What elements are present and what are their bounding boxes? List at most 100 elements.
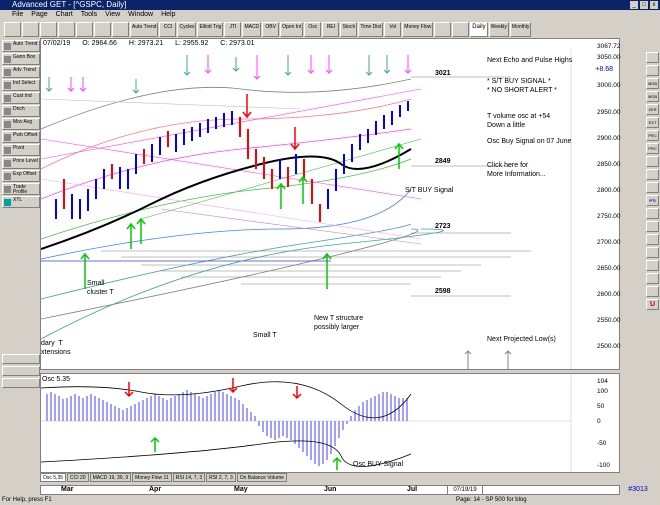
left-tool-pivot[interactable]: Pivot (2, 144, 40, 156)
open-button[interactable] (22, 21, 39, 37)
volume-profile (101, 250, 531, 285)
period-daily[interactable]: Daily (470, 21, 488, 37)
left-tool-scroll-1[interactable] (2, 354, 40, 364)
tool-obv[interactable]: OBV (262, 21, 280, 37)
osc-buy-arrow (150, 436, 160, 452)
tool-jti[interactable]: JTI (224, 21, 242, 37)
menu-window[interactable]: Window (128, 11, 154, 18)
left-tool-mov-avg[interactable]: Mov Avg (2, 118, 40, 130)
print-button[interactable] (4, 21, 21, 37)
right-tool-17[interactable] (646, 260, 659, 271)
close-icon[interactable]: x (650, 1, 658, 9)
offset-icon (4, 173, 11, 180)
tool-extra-1[interactable] (434, 21, 452, 37)
right-tool-11[interactable] (646, 182, 659, 193)
left-tool-price-level[interactable]: Price Level (2, 157, 40, 169)
tab-rsi-2[interactable]: RSI 2, 7, 3 (206, 473, 236, 482)
left-tool-scroll-3[interactable] (2, 378, 40, 388)
period-monthly[interactable]: Monthly (509, 21, 532, 37)
candle (399, 105, 401, 117)
tool-stoch[interactable]: Stoch (340, 21, 358, 37)
menu-tools[interactable]: Tools (80, 11, 98, 18)
date-box[interactable]: 07/19/19 (447, 485, 483, 495)
window-title: Advanced GET - [^GSPC, Daily] (12, 0, 127, 9)
period-weekly[interactable]: Weekly (488, 21, 509, 37)
left-tool-pwb-offset[interactable]: Pwb Offset (2, 131, 40, 143)
left-toolbar: Auto Trend Gann Box Adv Trend Ind Select… (0, 38, 40, 478)
left-tool-exp-offset[interactable]: Exp Offset (2, 170, 40, 182)
left-tool-ind-select[interactable]: Ind Select (2, 79, 40, 91)
right-tool-ext[interactable]: EXT (646, 117, 659, 128)
right-tool-2[interactable] (646, 65, 659, 76)
zoom-out-button[interactable] (76, 21, 93, 37)
tool-macd[interactable]: MACD (242, 21, 262, 37)
right-tool-1[interactable] (646, 52, 659, 63)
settings-button[interactable] (112, 21, 129, 37)
menu-chart[interactable]: Chart (55, 11, 73, 18)
tool-auto-trend[interactable]: Auto Trend (130, 21, 159, 37)
cycle-arrow (232, 57, 240, 72)
candle (127, 169, 129, 189)
right-tool-16[interactable] (646, 247, 659, 258)
maximize-icon[interactable]: □ (640, 1, 648, 9)
menu-page[interactable]: Page (31, 11, 48, 18)
main-toolbar: Auto Trend CCI Cycles Elliott Trig JTI M… (0, 20, 660, 38)
right-tool-u[interactable]: U (646, 299, 659, 310)
tab-rsi-14[interactable]: RSI 14, 7, 3 (172, 473, 206, 482)
tab-obv[interactable]: On Balance Volume (236, 473, 287, 482)
osc-lower-line (41, 440, 412, 467)
right-tool-mob-1[interactable]: MOB (646, 78, 659, 89)
left-tool-scroll-2[interactable] (2, 366, 40, 376)
more-info-link[interactable]: Click here for More Information... (487, 162, 546, 178)
tool-rei[interactable]: REI (322, 21, 340, 37)
menu-file[interactable]: File (12, 11, 24, 18)
right-tool-mob-2[interactable]: MOB (646, 91, 659, 102)
right-tool-18[interactable] (646, 273, 659, 284)
tool-extra-2[interactable] (452, 21, 470, 37)
tool-cycles[interactable]: Cycles (177, 21, 197, 37)
left-tool-xtl[interactable]: XTL (2, 196, 40, 208)
price-chart[interactable]: 07/02/19 O: 2964.66 H: 2973.21 L: 2955.9… (40, 38, 621, 370)
save-button[interactable] (40, 21, 57, 37)
minimize-icon[interactable]: _ (630, 1, 638, 9)
crosshair-button[interactable] (94, 21, 111, 37)
tool-elliott[interactable]: Elliott Trig (197, 21, 224, 37)
left-tool-dnch[interactable]: Dnch (2, 105, 40, 117)
tab-osc[interactable]: Osc 5,35 (40, 473, 67, 482)
left-tool-adv-trend[interactable]: Adv Trend (2, 66, 40, 78)
menu-view[interactable]: View (105, 11, 121, 18)
osc-buy-arrow (332, 456, 342, 470)
oscillator-panel[interactable]: Osc 5.35 (40, 373, 620, 473)
left-tool-auto-trend[interactable]: Auto Trend (2, 40, 40, 52)
tool-cci[interactable]: CCI (159, 21, 177, 37)
left-tool-trade-profile[interactable]: Trade Profile (2, 183, 40, 195)
oscillator-svg (41, 374, 572, 472)
tool-osc[interactable]: Osc (304, 21, 322, 37)
menu-help[interactable]: Help (161, 11, 176, 18)
left-tool-cust-ind[interactable]: Cust Ind (2, 92, 40, 104)
tool-time-dist[interactable]: Time Dist (358, 21, 384, 37)
right-tool-prc-1[interactable]: PRC (646, 130, 659, 141)
right-tool-13[interactable] (646, 208, 659, 219)
tab-cci[interactable]: CCI 20 (67, 473, 89, 482)
tool-money-flow[interactable]: Money Flow (402, 21, 434, 37)
zoom-in-button[interactable] (58, 21, 75, 37)
right-tool-prc-2[interactable]: PRC (646, 143, 659, 154)
right-tool-zer[interactable]: ZER (646, 104, 659, 115)
status-page: Page: 14 - SP 500 for blog (456, 497, 527, 503)
right-tool-14[interactable] (646, 221, 659, 232)
trendline-grey (41, 98, 302, 110)
cycle-arrow (67, 77, 75, 92)
right-tool-10[interactable] (646, 169, 659, 180)
tool-open-int[interactable]: Open Int (280, 21, 304, 37)
cycle-arrow (284, 55, 292, 76)
right-tool-9[interactable] (646, 156, 659, 167)
tab-macd[interactable]: MACD 19, 39, 9 (89, 473, 132, 482)
right-tool-19[interactable] (646, 286, 659, 297)
right-tool-15[interactable] (646, 234, 659, 245)
right-tool-pti[interactable]: PTI (646, 195, 659, 206)
tool-vol[interactable]: Vol (384, 21, 402, 37)
cycle-arrow (365, 55, 373, 76)
left-tool-gann-box[interactable]: Gann Box (2, 53, 40, 65)
tab-money-flow[interactable]: Money Flow 11 (132, 473, 172, 482)
